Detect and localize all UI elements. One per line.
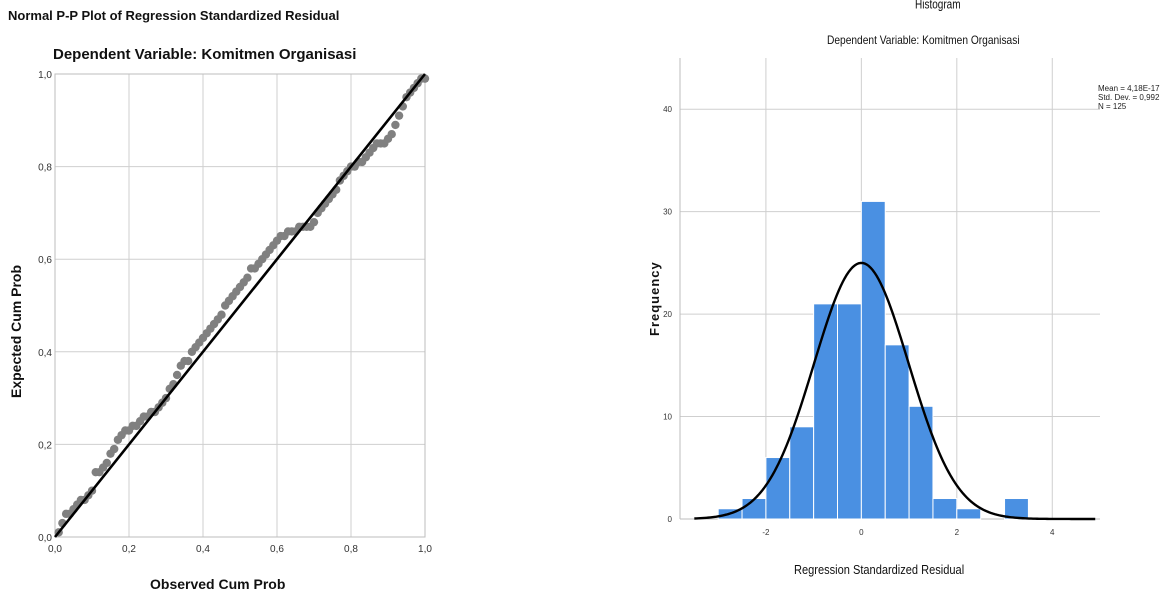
stats-n: N = 125 [1098, 102, 1127, 111]
histogram-svg: 0 10 20 30 40 -2 0 2 4 [663, 58, 1100, 537]
histogram-title: Histogram [915, 0, 961, 13]
hist-bar [813, 303, 839, 520]
pp-x-tick-label: 1,0 [418, 544, 432, 555]
hist-bar [932, 498, 958, 520]
pp-data-point [394, 111, 404, 120]
pp-data-point [172, 370, 182, 380]
pp-data-point [184, 356, 193, 366]
pp-plot-frame [54, 73, 426, 538]
hist-bar [884, 344, 910, 520]
pp-data-point [243, 273, 252, 282]
hist-y-tick-label: 10 [663, 413, 672, 422]
pp-x-tick-label: 0,4 [196, 544, 210, 555]
pp-y-tick-label: 0,2 [38, 440, 52, 451]
pp-data-point [217, 310, 226, 319]
pp-plot-y-axis-label: Expected Cum Prob [8, 264, 24, 398]
pp-plot-title: Normal P-P Plot of Regression Standardiz… [8, 8, 340, 23]
pp-data-point [102, 458, 112, 468]
hist-bar [860, 200, 886, 520]
pp-y-tick-label: 0,4 [38, 348, 52, 359]
hist-x-tick-label: 4 [1050, 528, 1055, 537]
hist-y-tick-label: 0 [668, 515, 673, 524]
pp-data-point [387, 129, 396, 139]
pp-x-tick-label: 0,8 [344, 544, 358, 555]
hist-bar [741, 498, 767, 520]
pp-x-tick-label: 0,2 [122, 544, 136, 555]
pp-data-point [110, 444, 119, 454]
hist-x-tick-label: -2 [762, 528, 770, 537]
pp-data-point [391, 120, 400, 130]
hist-x-tick-label: 0 [859, 528, 864, 537]
pp-plot-subtitle: Dependent Variable: Komitmen Organisasi [53, 46, 357, 63]
hist-bar [789, 426, 815, 520]
pp-data-point [309, 217, 319, 227]
pp-y-tick-label: 0,0 [38, 533, 52, 544]
histogram-stats-legend: Mean = 4,18E-17 Std. Dev. = 0,992 N = 12… [1098, 84, 1160, 111]
pp-y-tick-label: 0,8 [38, 163, 52, 174]
pp-x-tick-label: 0,0 [48, 544, 62, 555]
pp-y-tick-label: 1,0 [38, 70, 52, 81]
pp-y-tick-label: 0,6 [38, 255, 52, 266]
histogram-y-axis-label: Frequency [647, 261, 662, 336]
hist-normal-curve [694, 261, 1096, 521]
hist-y-tick-label: 40 [663, 105, 672, 114]
hist-y-tick-label: 20 [663, 310, 672, 319]
pp-plot-svg: 0,0 0,2 0,4 0,6 0,8 1,0 0,0 0,2 0,4 0,6 0,8 1,0 [38, 70, 432, 555]
hist-x-tick-label: 2 [955, 528, 960, 537]
pp-plot-panel: Normal P-P Plot of Regression Standardiz… [0, 0, 560, 597]
histogram-subtitle: Dependent Variable: Komitmen Organisasi [827, 33, 1020, 47]
histogram-panel: Histogram Dependent Variable: Komitmen O… [600, 0, 1166, 597]
pp-plot-x-axis-label: Observed Cum Prob [150, 576, 286, 592]
histogram-x-axis-label: Regression Standardized Residual [794, 562, 965, 577]
pp-x-tick-label: 0,6 [270, 544, 284, 555]
hist-y-tick-label: 30 [663, 208, 672, 217]
hist-bar [837, 303, 862, 520]
hist-bar [908, 405, 934, 520]
pp-reference-line [53, 73, 427, 538]
hist-bar [956, 508, 982, 520]
stats-mean: Mean = 4,18E-17 [1098, 84, 1160, 93]
stats-std-dev: Std. Dev. = 0,992 [1098, 93, 1160, 102]
